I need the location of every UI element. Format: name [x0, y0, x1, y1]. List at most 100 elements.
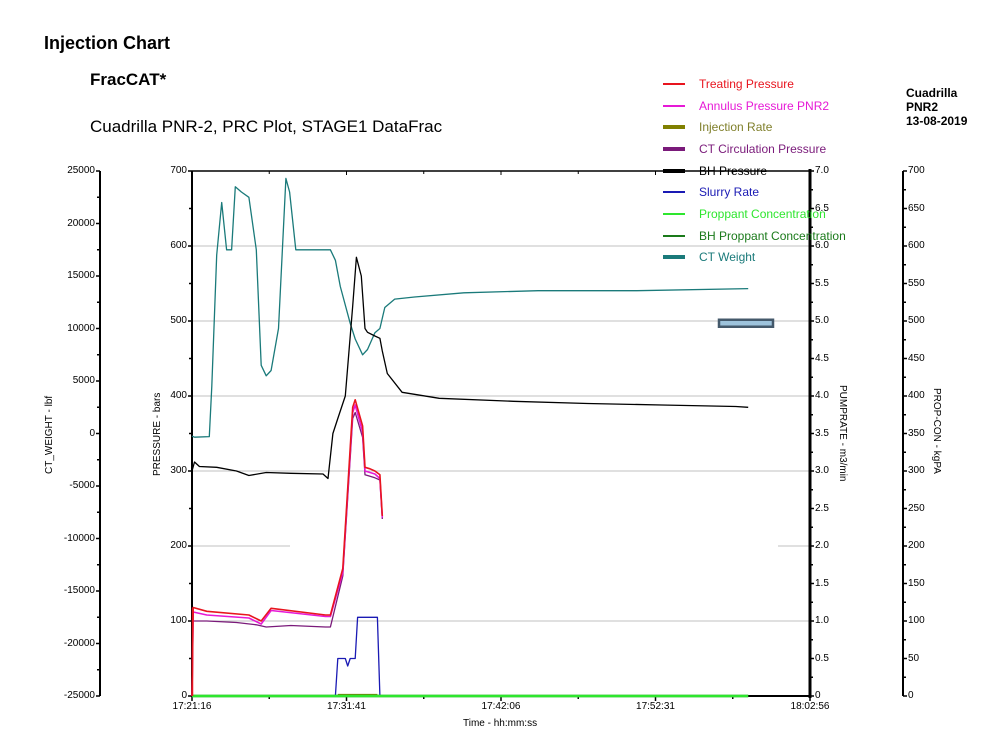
propcon-tick-label: 100 — [908, 615, 925, 626]
legend-label: CT Circulation Pressure — [699, 141, 827, 156]
time-tick-label: 17:52:31 — [636, 701, 675, 712]
propcon-tick-label: 450 — [908, 352, 925, 364]
legend-label: Treating Pressure — [699, 76, 794, 91]
legend-item: CT Circulation Pressure — [663, 138, 846, 160]
ct-weight-tick-label: 10000 — [67, 322, 95, 334]
chart-subtitle: Cuadrilla PNR-2, PRC Plot, STAGE1 DataFr… — [90, 117, 443, 136]
pressure-tick-label: 400 — [170, 390, 187, 401]
pressure-tick-label: 0 — [181, 690, 187, 701]
pumprate-tick-label: 6.5 — [815, 202, 829, 214]
ct-weight-tick-label: 25000 — [67, 165, 95, 176]
legend-swatch-icon — [663, 191, 685, 194]
time-axis-title: Time - hh:mm:ss — [463, 718, 538, 729]
pressure-tick-label: 700 — [170, 165, 187, 176]
chart-legend: Treating Pressure Annulus Pressure PNR2 In… — [663, 73, 846, 268]
page-title: Injection Chart — [44, 33, 171, 53]
legend-swatch-icon — [663, 168, 685, 173]
well-date: 13-08-2019 — [906, 114, 968, 128]
legend-label: BH Pressure — [699, 163, 768, 178]
pumprate-tick-label: 4.0 — [815, 390, 829, 401]
pumprate-tick-label: 2.5 — [815, 502, 829, 514]
series-slurry-rate — [334, 616, 381, 697]
propcon-tick-label: 700 — [908, 165, 925, 176]
propcon-tick-label: 650 — [908, 202, 925, 214]
ct-weight-tick-label: -15000 — [63, 585, 95, 596]
ct-weight-tick-label: 5000 — [72, 375, 95, 386]
time-tick-label: 18:02:56 — [790, 701, 830, 712]
pressure-axis-title: PRESSURE - bars — [152, 392, 163, 476]
propcon-tick-label: 600 — [908, 240, 925, 251]
well-name: PNR2 — [906, 100, 939, 114]
time-tick-label: 17:21:16 — [172, 701, 212, 712]
propcon-tick-label: 350 — [908, 427, 925, 439]
legend-swatch-icon — [663, 212, 685, 215]
legend-label: Annulus Pressure PNR2 — [699, 98, 830, 113]
ct-weight-axis-title: CT_WEIGHT - lbf — [44, 395, 55, 474]
pumprate-tick-label: 5.0 — [815, 315, 829, 326]
legend-label: BH Proppant Concentration — [699, 228, 846, 243]
legend-label: Proppant Concentration — [699, 206, 826, 221]
pressure-tick-label: 200 — [170, 540, 187, 551]
well-info: Cuadrilla PNR2 13-08-2019 — [906, 86, 967, 128]
legend-label: CT Weight — [699, 250, 756, 265]
series-ct-weight — [191, 177, 749, 438]
ct-weight-tick-label: -5000 — [69, 480, 95, 491]
legend-item: CT Weight — [663, 247, 846, 269]
series-ct-circulation-pressure — [193, 411, 383, 628]
pumprate-tick-label: 3.5 — [815, 427, 829, 439]
pressure-tick-label: 500 — [170, 315, 187, 326]
pumprate-tick-label: 0 — [815, 690, 821, 701]
propcon-tick-label: 500 — [908, 315, 925, 326]
series-bh-pressure — [191, 256, 749, 480]
legend-swatch-icon — [663, 82, 685, 85]
legend-swatch-icon — [663, 104, 685, 107]
pumprate-tick-label: 7.0 — [815, 165, 829, 176]
pumprate-tick-label: 1.0 — [815, 615, 829, 626]
legend-item: Injection Rate — [663, 116, 846, 138]
pressure-tick-label: 100 — [170, 615, 187, 626]
legend-swatch-icon — [663, 146, 685, 151]
time-tick-label: 17:42:06 — [481, 701, 521, 712]
time-tick-label: 17:31:41 — [327, 701, 366, 712]
legend-swatch-icon — [663, 234, 685, 237]
propcon-tick-label: 200 — [908, 540, 925, 551]
propcon-tick-label: 300 — [908, 465, 925, 476]
ct-weight-tick-label: -25000 — [63, 690, 95, 701]
ct-weight-tick-label: -20000 — [63, 637, 95, 649]
propcon-tick-label: 150 — [908, 577, 925, 589]
ct-weight-tick-label: 15000 — [67, 270, 95, 281]
propcon-tick-label: 50 — [908, 652, 920, 664]
pumprate-tick-label: 2.0 — [815, 540, 829, 551]
legend-item: Proppant Concentration — [663, 203, 846, 225]
propcon-tick-label: 400 — [908, 390, 925, 401]
pumprate-axis-title: PUMPRATE - m3/min — [837, 385, 848, 482]
series-annulus-pressure-pnr2 — [191, 404, 384, 697]
legend-swatch-icon — [663, 255, 685, 260]
legend-label: Injection Rate — [699, 120, 773, 135]
series-treating-pressure — [191, 398, 384, 697]
legend-item: Annulus Pressure PNR2 — [663, 95, 846, 117]
pressure-tick-label: 600 — [170, 240, 187, 251]
pumprate-tick-label: 6.0 — [815, 240, 829, 251]
brand-label: FracCAT* — [90, 70, 167, 89]
marker-bar — [717, 318, 775, 328]
propcon-tick-label: 250 — [908, 502, 925, 514]
ct-weight-tick-label: 20000 — [67, 217, 95, 229]
pumprate-tick-label: 4.5 — [815, 352, 829, 364]
ct-weight-tick-label: -10000 — [63, 532, 95, 544]
propcon-tick-label: 0 — [908, 690, 914, 701]
pressure-tick-label: 300 — [170, 465, 187, 476]
propcon-axis-title: PROP-CON - kgPA — [931, 388, 942, 474]
ct-weight-tick-label: 0 — [89, 427, 95, 439]
pumprate-tick-label: 0.5 — [815, 652, 829, 664]
propcon-tick-label: 550 — [908, 277, 925, 289]
well-company: Cuadrilla — [906, 86, 958, 100]
pumprate-tick-label: 3.0 — [815, 465, 829, 476]
pumprate-tick-label: 5.5 — [815, 277, 829, 289]
legend-item: BH Pressure — [663, 160, 846, 182]
legend-swatch-icon — [663, 125, 685, 130]
legend-label: Slurry Rate — [699, 185, 760, 200]
legend-item: Treating Pressure — [663, 73, 846, 95]
legend-item: Slurry Rate — [663, 181, 846, 203]
